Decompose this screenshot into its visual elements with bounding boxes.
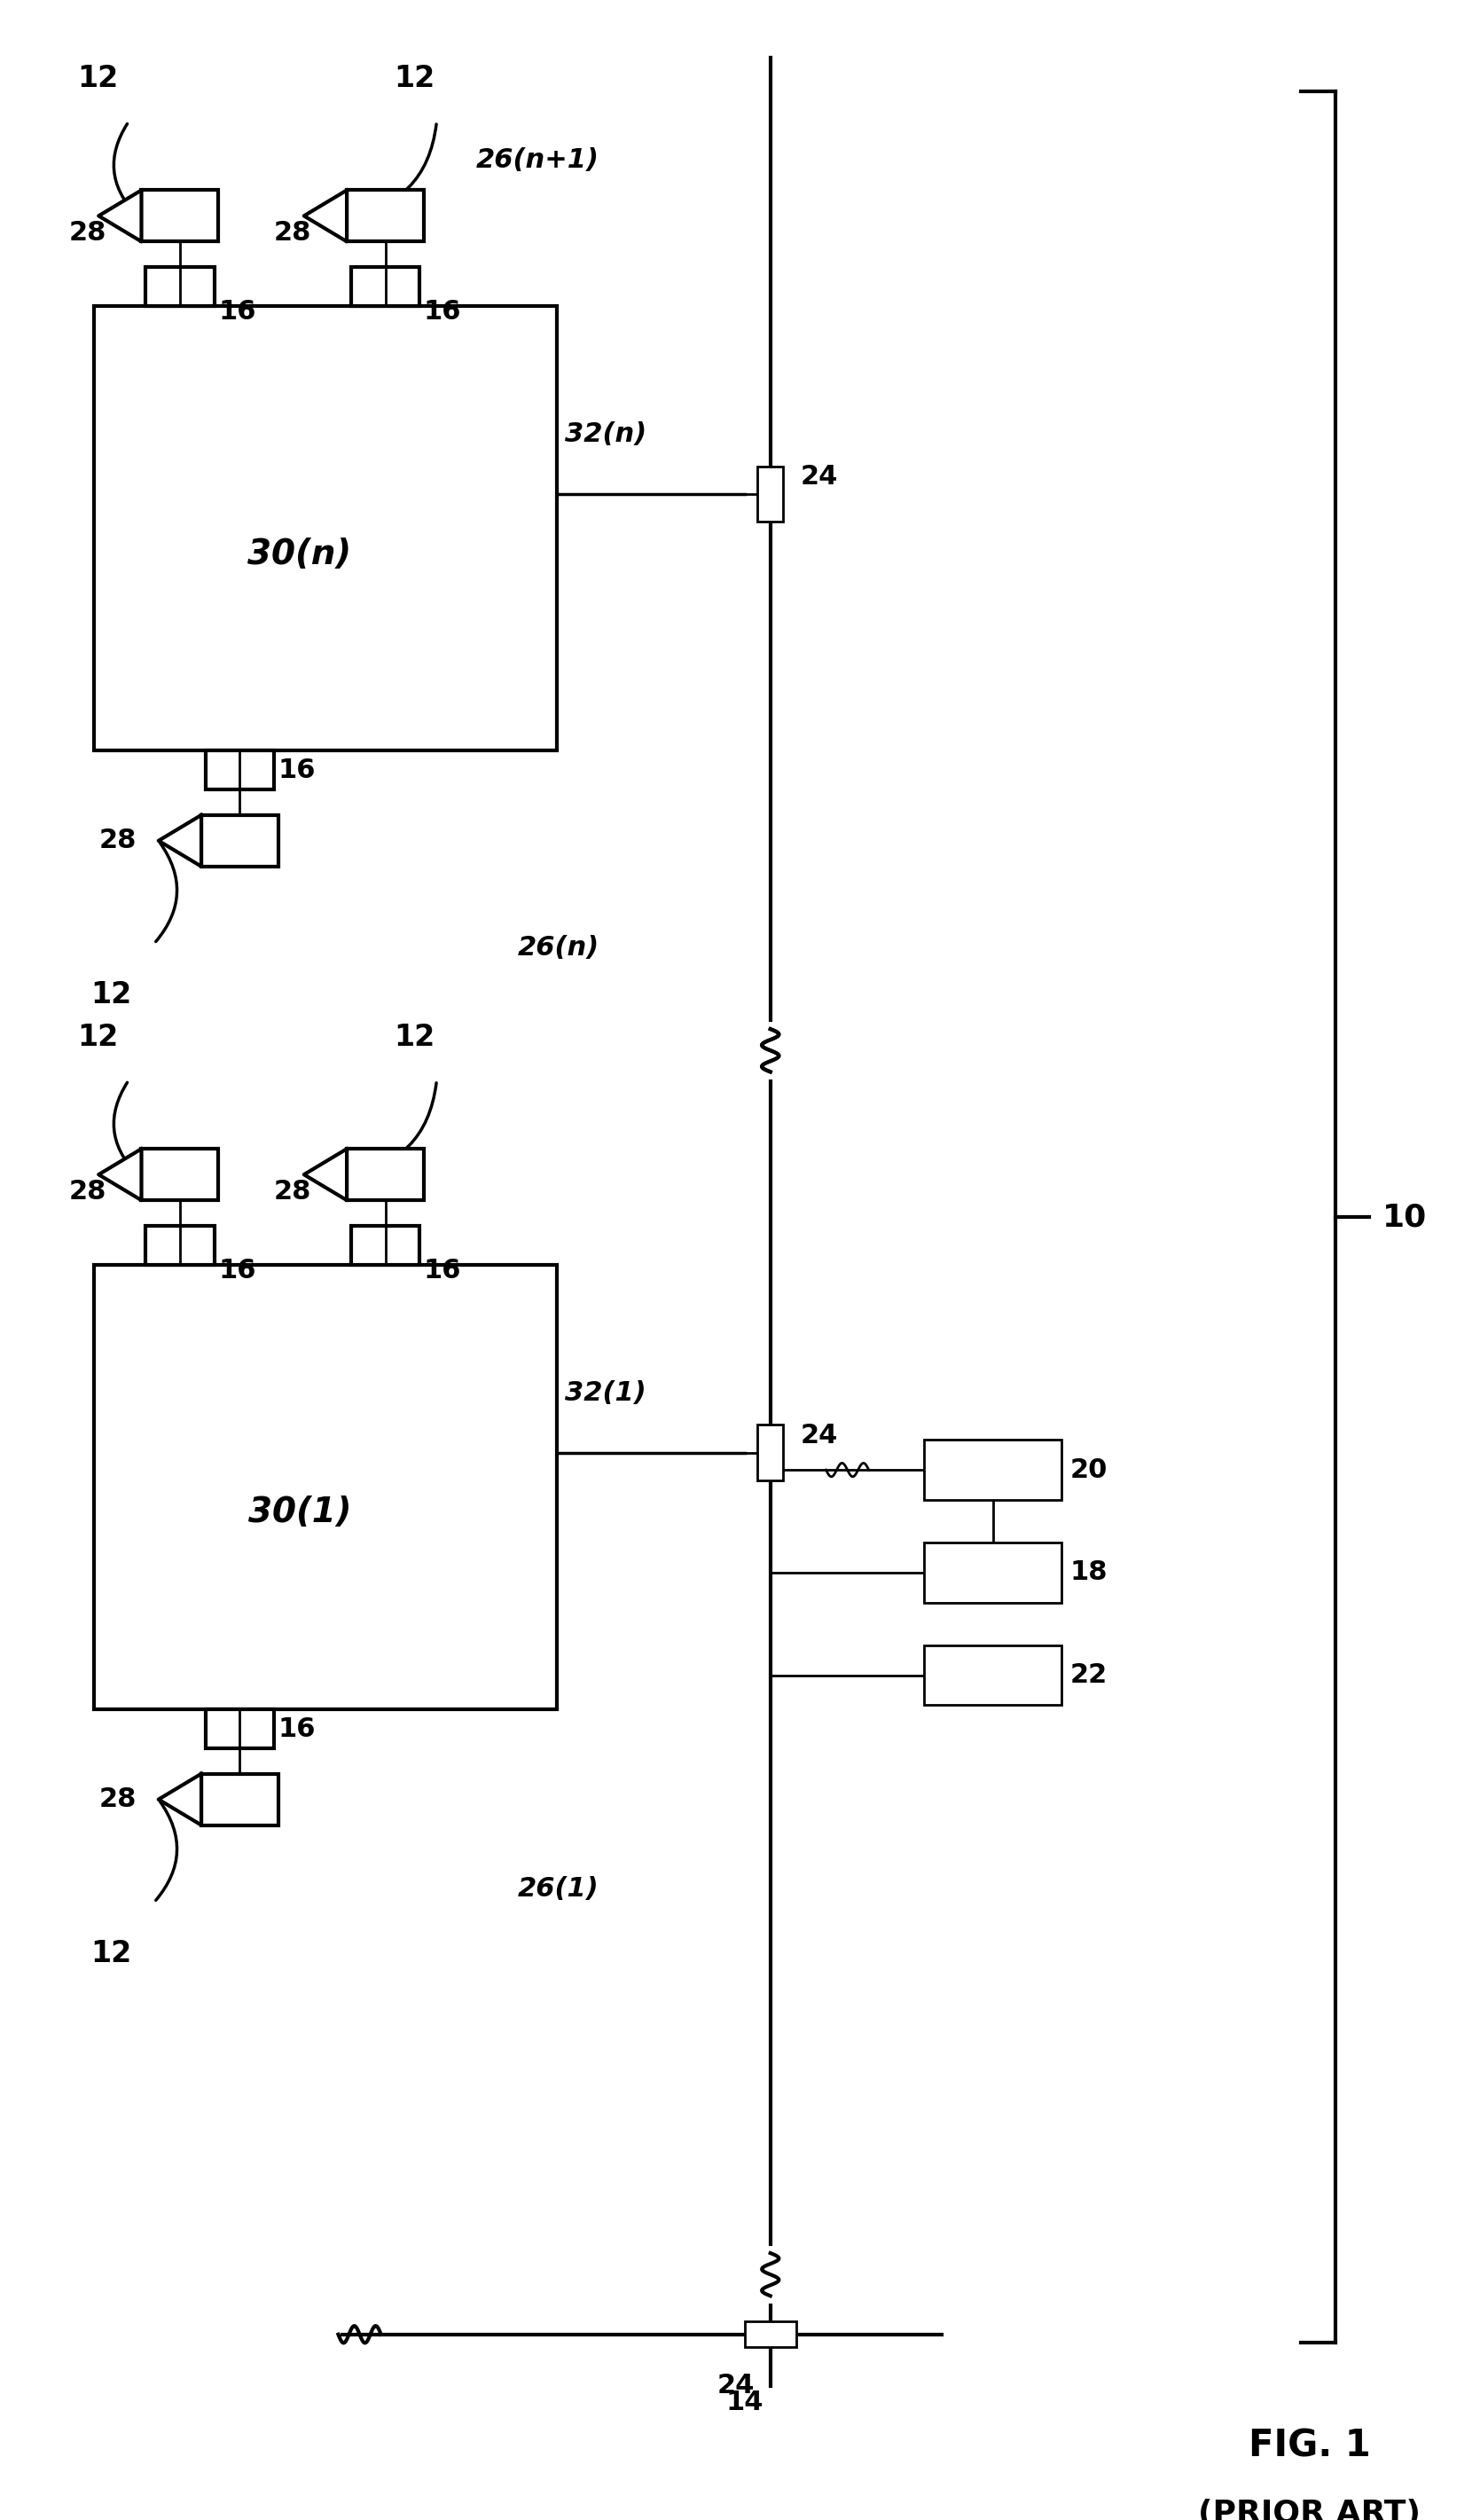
Bar <box>95 1265 556 1709</box>
Text: 26(1): 26(1) <box>518 1877 599 1903</box>
Bar <box>206 751 274 789</box>
Text: 24: 24 <box>801 1424 838 1449</box>
Bar <box>201 1774 278 1824</box>
Text: 32(1): 32(1) <box>565 1381 647 1406</box>
Text: 16: 16 <box>219 300 256 325</box>
Bar <box>925 1439 1061 1499</box>
Polygon shape <box>303 189 346 242</box>
Bar <box>142 189 219 242</box>
Text: 16: 16 <box>423 300 462 325</box>
Bar <box>744 2321 796 2346</box>
Text: 26(n): 26(n) <box>518 935 599 960</box>
Bar <box>351 267 419 305</box>
Bar <box>145 267 215 305</box>
Text: 24: 24 <box>718 2374 755 2399</box>
Text: 28: 28 <box>99 1787 136 1812</box>
Text: 12: 12 <box>90 980 132 1011</box>
Text: 12: 12 <box>77 1023 118 1053</box>
Text: 26(n+1): 26(n+1) <box>477 146 599 174</box>
Text: 30(1): 30(1) <box>249 1497 351 1530</box>
Text: (PRIOR ART): (PRIOR ART) <box>1199 2500 1421 2520</box>
Text: FIG. 1: FIG. 1 <box>1249 2427 1370 2465</box>
Bar <box>346 1149 423 1200</box>
Bar <box>925 1542 1061 1603</box>
Bar <box>758 1424 783 1482</box>
Text: 24: 24 <box>801 464 838 489</box>
Bar <box>758 466 783 522</box>
Bar <box>142 1149 219 1200</box>
Bar <box>346 189 423 242</box>
Text: 16: 16 <box>278 756 317 784</box>
Text: 16: 16 <box>278 1716 317 1741</box>
Text: 12: 12 <box>394 1023 435 1053</box>
Polygon shape <box>99 1149 142 1200</box>
Bar <box>925 1646 1061 1706</box>
Bar <box>206 1709 274 1749</box>
Bar <box>145 1225 215 1265</box>
Text: 28: 28 <box>99 829 136 854</box>
Bar <box>95 305 556 751</box>
Text: 20: 20 <box>1070 1457 1107 1482</box>
Polygon shape <box>99 189 142 242</box>
Polygon shape <box>303 1149 346 1200</box>
Text: 28: 28 <box>68 219 107 247</box>
Bar <box>351 1225 419 1265</box>
Text: 12: 12 <box>90 1938 132 1968</box>
Text: 10: 10 <box>1382 1202 1427 1232</box>
Polygon shape <box>158 814 201 867</box>
Text: 28: 28 <box>274 1179 312 1205</box>
Text: 28: 28 <box>274 219 312 247</box>
Text: 12: 12 <box>394 66 435 93</box>
Polygon shape <box>158 1774 201 1824</box>
Text: 12: 12 <box>77 66 118 93</box>
Text: 14: 14 <box>725 2389 764 2417</box>
Text: 16: 16 <box>219 1257 256 1283</box>
Text: 22: 22 <box>1070 1663 1107 1688</box>
Text: 18: 18 <box>1070 1560 1107 1585</box>
Bar <box>201 814 278 867</box>
Text: 30(n): 30(n) <box>247 537 352 572</box>
Text: 32(n): 32(n) <box>565 421 647 446</box>
Text: 28: 28 <box>68 1179 107 1205</box>
Text: 16: 16 <box>423 1257 462 1283</box>
